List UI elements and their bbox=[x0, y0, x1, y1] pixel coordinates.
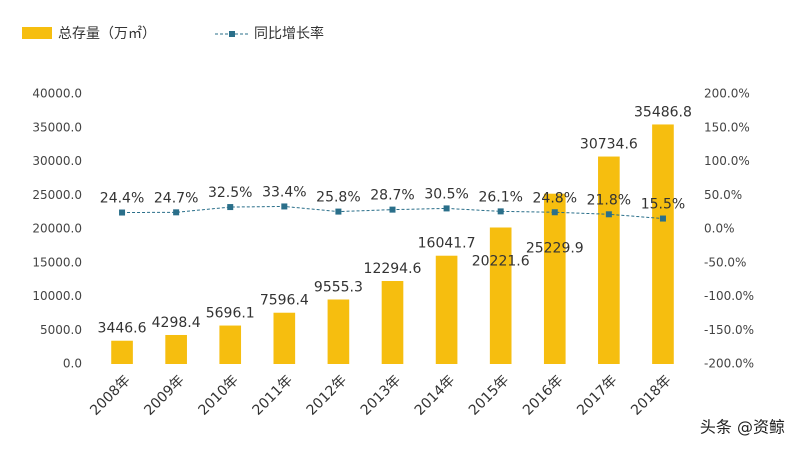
line-value-label: 33.4% bbox=[262, 184, 306, 200]
line-value-label: 24.8% bbox=[533, 190, 577, 206]
legend-swatch bbox=[229, 31, 235, 37]
line-value-label: 28.7% bbox=[370, 188, 414, 204]
bar bbox=[111, 340, 133, 364]
line-marker bbox=[497, 208, 504, 215]
legend-label: 总存量（万㎡） bbox=[58, 26, 156, 42]
bar-value-label: 20221.6 bbox=[472, 253, 530, 269]
y-tick-label: 5000.0 bbox=[40, 323, 82, 337]
x-tick-label: 2010年 bbox=[195, 372, 241, 418]
bar bbox=[165, 334, 187, 364]
line-value-label: 24.4% bbox=[100, 191, 144, 207]
line-marker bbox=[281, 203, 288, 210]
line-value-label: 26.1% bbox=[478, 189, 522, 205]
bar-value-label: 12294.6 bbox=[364, 261, 422, 277]
bar bbox=[273, 312, 296, 364]
y2-tick-label: -200.0% bbox=[704, 357, 754, 371]
y-tick-label: 25000.0 bbox=[32, 188, 82, 202]
y-tick-label: 30000.0 bbox=[32, 154, 82, 168]
line-marker bbox=[335, 208, 342, 215]
x-tick-label: 2018年 bbox=[628, 372, 674, 418]
bar bbox=[219, 325, 242, 364]
bar bbox=[435, 255, 458, 364]
y2-tick-label: 0.0% bbox=[704, 222, 735, 236]
x-tick-label: 2008年 bbox=[87, 372, 133, 418]
y-tick-label: 10000.0 bbox=[32, 289, 82, 303]
bar-value-label: 25229.9 bbox=[526, 240, 584, 256]
bar-value-label: 9555.3 bbox=[314, 280, 363, 296]
bar bbox=[598, 156, 620, 364]
y-tick-label: 20000.0 bbox=[32, 222, 82, 236]
line-marker bbox=[443, 205, 450, 212]
bar bbox=[381, 281, 404, 364]
line-value-label: 25.8% bbox=[316, 190, 360, 206]
x-tick-label: 2016年 bbox=[520, 372, 566, 418]
line-marker bbox=[389, 206, 396, 213]
line-marker bbox=[119, 209, 126, 216]
bar-value-label: 35486.8 bbox=[634, 104, 692, 120]
y2-tick-label: 50.0% bbox=[704, 188, 742, 202]
bar bbox=[543, 193, 566, 364]
line-value-label: 21.8% bbox=[587, 192, 631, 208]
bar-value-label: 3446.6 bbox=[98, 321, 147, 337]
x-tick-label: 2015年 bbox=[466, 372, 512, 418]
bar-value-label: 5696.1 bbox=[206, 306, 255, 322]
x-tick-label: 2017年 bbox=[574, 372, 620, 418]
bar bbox=[489, 227, 512, 364]
legend-swatch bbox=[22, 27, 52, 39]
line-value-label: 30.5% bbox=[424, 186, 468, 202]
watermark: 头条 @资鲸 bbox=[700, 418, 785, 437]
bar-value-label: 4298.4 bbox=[152, 315, 201, 331]
line-marker bbox=[173, 209, 180, 216]
y2-tick-label: -150.0% bbox=[704, 323, 754, 337]
y2-tick-label: -50.0% bbox=[704, 255, 746, 269]
line-value-label: 24.7% bbox=[154, 190, 198, 206]
y-tick-label: 0.0 bbox=[63, 357, 82, 371]
line-value-label: 32.5% bbox=[208, 185, 252, 201]
bar-value-label: 16041.7 bbox=[418, 236, 476, 252]
line-value-label: 15.5% bbox=[641, 197, 685, 213]
x-tick-label: 2012年 bbox=[304, 372, 350, 418]
y2-tick-label: 150.0% bbox=[704, 120, 750, 134]
bar-value-label: 7596.4 bbox=[260, 293, 309, 309]
line-marker bbox=[605, 211, 612, 218]
x-tick-label: 2011年 bbox=[250, 372, 296, 418]
y-tick-label: 35000.0 bbox=[32, 120, 82, 134]
bar bbox=[652, 124, 674, 364]
line-marker bbox=[551, 209, 558, 216]
x-tick-label: 2009年 bbox=[141, 372, 187, 418]
y-tick-label: 15000.0 bbox=[32, 255, 82, 269]
y-tick-label: 40000.0 bbox=[32, 87, 82, 101]
legend-label: 同比增长率 bbox=[254, 25, 324, 42]
x-tick-label: 2014年 bbox=[412, 372, 458, 418]
y2-tick-label: -100.0% bbox=[704, 289, 754, 303]
y2-tick-label: 200.0% bbox=[704, 87, 750, 101]
y2-tick-label: 100.0% bbox=[704, 154, 750, 168]
bar bbox=[327, 299, 350, 364]
line-marker bbox=[227, 204, 234, 211]
bar-value-label: 30734.6 bbox=[580, 137, 638, 153]
line-marker bbox=[659, 215, 666, 222]
x-tick-label: 2013年 bbox=[358, 372, 404, 418]
